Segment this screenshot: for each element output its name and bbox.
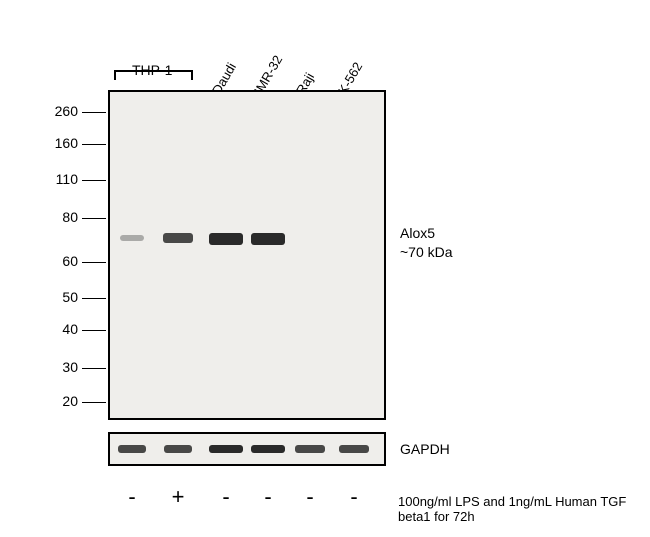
target-mw: ~70 kDa: [400, 243, 453, 262]
mw-label: 260: [0, 103, 78, 119]
mw-label: 50: [0, 289, 78, 305]
treatment-symbol: -: [298, 484, 322, 510]
band-lc: [339, 445, 369, 453]
mw-tick: [82, 330, 106, 331]
treatment-caption: 100ng/ml LPS and 1ng/mL Human TGF beta1 …: [398, 494, 650, 524]
treatment-symbol: -: [342, 484, 366, 510]
band-lc: [118, 445, 146, 453]
lane-label-thp1: THP-1: [132, 62, 172, 78]
western-blot-figure: THP-1 Daudi IMR-32 Raji K-562 Alox5 ~70 …: [0, 0, 650, 537]
mw-tick: [82, 402, 106, 403]
mw-tick: [82, 180, 106, 181]
mw-tick: [82, 368, 106, 369]
band: [163, 233, 193, 243]
mw-label: 80: [0, 209, 78, 225]
mw-tick: [82, 298, 106, 299]
target-name: Alox5: [400, 224, 453, 243]
mw-tick: [82, 144, 106, 145]
band-lc: [251, 445, 285, 453]
band: [251, 233, 285, 245]
mw-label: 40: [0, 321, 78, 337]
band: [209, 233, 243, 245]
band-lc: [295, 445, 325, 453]
treatment-symbol: -: [256, 484, 280, 510]
band: [120, 235, 144, 241]
treatment-symbol: -: [214, 484, 238, 510]
blot-main: [108, 90, 386, 420]
mw-tick: [82, 112, 106, 113]
mw-label: 20: [0, 393, 78, 409]
mw-label: 110: [0, 171, 78, 187]
mw-tick: [82, 218, 106, 219]
mw-label: 30: [0, 359, 78, 375]
mw-label: 60: [0, 253, 78, 269]
band-lc: [209, 445, 243, 453]
loading-control-label: GAPDH: [400, 440, 450, 459]
band-lc: [164, 445, 192, 453]
target-annotation: Alox5 ~70 kDa: [400, 224, 453, 262]
treatment-symbol: +: [166, 484, 190, 510]
mw-label: 160: [0, 135, 78, 151]
treatment-symbol: -: [120, 484, 144, 510]
mw-tick: [82, 262, 106, 263]
